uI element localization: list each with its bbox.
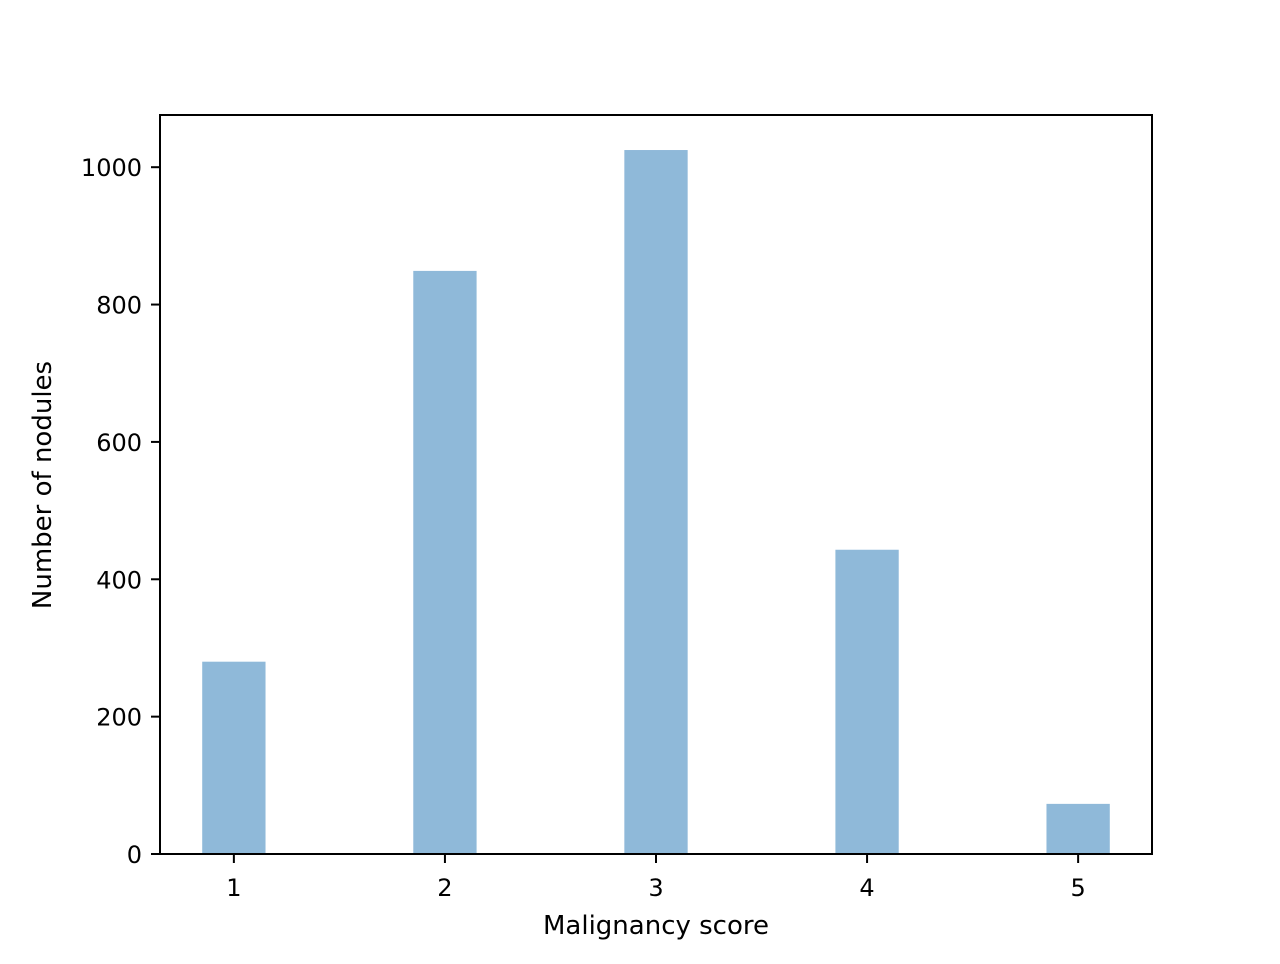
bar (202, 661, 266, 854)
y-tick-label: 0 (127, 841, 142, 869)
x-axis: 1 2 3 4 5 (226, 854, 1086, 902)
y-tick-label: 600 (96, 429, 142, 457)
x-axis-label: Malignancy score (543, 911, 769, 941)
x-tick-label: 2 (437, 874, 452, 902)
y-tick-label: 800 (96, 292, 142, 320)
bar (624, 150, 688, 854)
y-axis: 0 200 400 600 800 1000 (81, 154, 160, 869)
y-tick-label: 400 (96, 566, 142, 594)
y-tick-label: 200 (96, 704, 142, 732)
x-tick-label: 4 (859, 874, 874, 902)
x-tick-label: 5 (1070, 874, 1085, 902)
bar (413, 270, 477, 854)
y-tick-label: 1000 (81, 154, 142, 182)
y-axis-label: Number of nodules (28, 361, 58, 609)
x-tick-label: 1 (226, 874, 241, 902)
bar (835, 549, 899, 854)
x-tick-label: 3 (648, 874, 663, 902)
bar (1046, 803, 1110, 854)
bars-layer (202, 150, 1110, 854)
